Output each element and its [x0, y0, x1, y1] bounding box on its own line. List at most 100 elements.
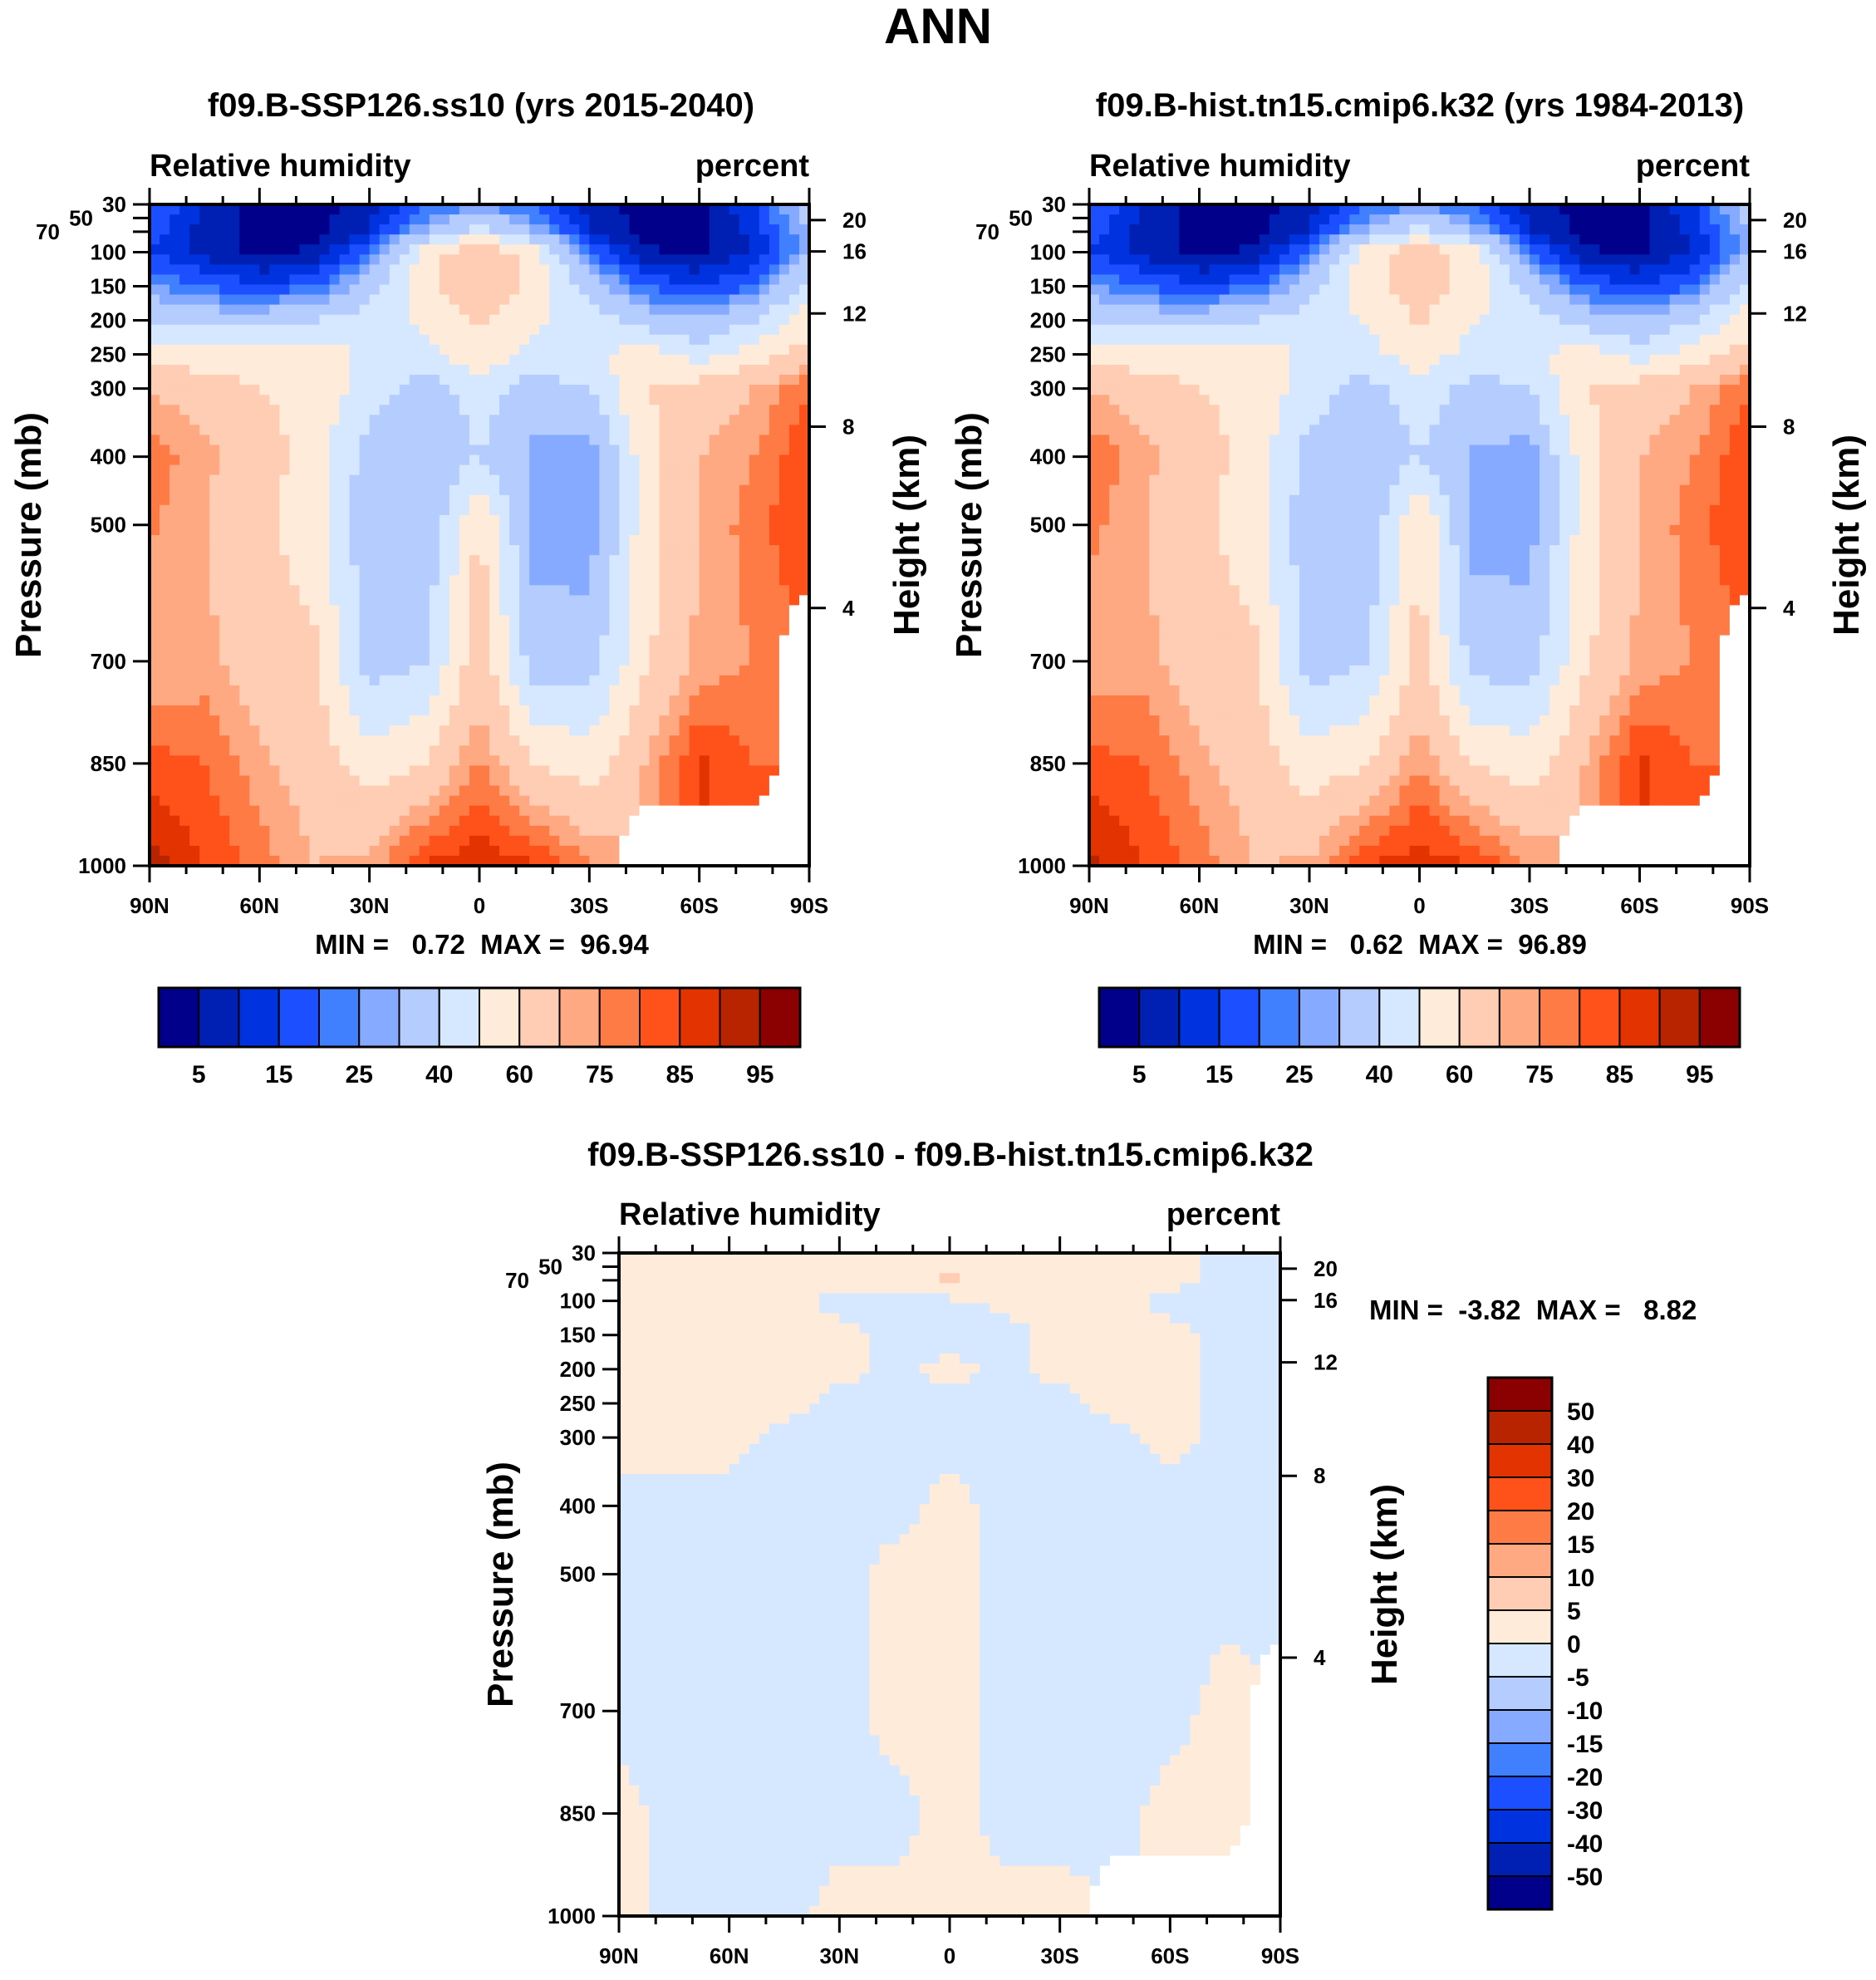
- contour-cell: [689, 294, 700, 306]
- contour-cell: [1429, 254, 1441, 265]
- contour-cell: [299, 735, 311, 746]
- contour-cell: [799, 494, 810, 506]
- contour-cell: [409, 695, 420, 706]
- contour-cell: [1729, 244, 1741, 255]
- contour-cell: [209, 575, 220, 586]
- contour-cell: [709, 254, 720, 265]
- contour-cell: [629, 425, 641, 435]
- contour-cell: [379, 284, 390, 296]
- contour-cell: [399, 214, 410, 225]
- contour-cell: [479, 705, 490, 716]
- contour-cell: [519, 645, 530, 656]
- contour-cell: [369, 375, 381, 386]
- contour-cell: [249, 565, 260, 576]
- contour-cell: [799, 385, 810, 396]
- contour-cell: [799, 755, 810, 766]
- contour-cell: [559, 274, 570, 286]
- contour-cell: [589, 735, 600, 746]
- contour-cell: [1479, 244, 1490, 255]
- contour-cell: [299, 645, 311, 656]
- contour-cell: [719, 775, 730, 787]
- contour-cell: [409, 725, 420, 736]
- contour-cell: [219, 294, 230, 306]
- contour-cell: [299, 314, 311, 326]
- contour-cell: [1129, 214, 1140, 225]
- contour-cell: [150, 765, 160, 777]
- contour-cell: [669, 224, 680, 235]
- contour-cell: [729, 675, 740, 686]
- contour-cell: [599, 535, 610, 546]
- contour-cell: [769, 514, 780, 526]
- contour-cell: [219, 755, 230, 766]
- contour-cell: [419, 474, 430, 486]
- contour-cell: [689, 815, 700, 827]
- contour-cell: [569, 415, 580, 425]
- contour-cell: [339, 425, 351, 435]
- contour-cell: [419, 324, 430, 336]
- contour-cell: [169, 425, 180, 435]
- contour-cell: [239, 805, 250, 817]
- contour-cell: [319, 294, 331, 306]
- contour-cell: [329, 254, 341, 265]
- contour-cell: [199, 514, 210, 526]
- contour-cell: [269, 274, 280, 286]
- contour-cell: [1109, 204, 1120, 215]
- contour-cell: [529, 224, 540, 235]
- contour-cell: [669, 765, 680, 777]
- contour-cell: [709, 435, 720, 446]
- contour-cell: [509, 655, 520, 666]
- contour-cell: [249, 825, 260, 837]
- contour-cell: [589, 264, 600, 276]
- contour-cell: [169, 274, 180, 286]
- contour-cell: [669, 625, 680, 636]
- contour-cell: [599, 425, 610, 435]
- contour-cell: [199, 625, 210, 636]
- contour-cell: [519, 474, 530, 486]
- contour-cell: [579, 224, 590, 235]
- contour-cell: [1159, 224, 1170, 235]
- contour-cell: [778, 395, 790, 405]
- contour-cell: [639, 845, 651, 857]
- contour-cell: [319, 625, 331, 636]
- contour-cell: [389, 805, 400, 817]
- contour-cell: [788, 825, 800, 837]
- contour-cell: [529, 705, 540, 716]
- contour-cell: [589, 304, 600, 316]
- contour-cell: [669, 725, 680, 736]
- contour-cell: [519, 274, 530, 286]
- contour-cell: [669, 274, 680, 286]
- contour-cell: [559, 755, 570, 766]
- contour-cell: [579, 845, 590, 857]
- contour-cell: [169, 685, 180, 696]
- contour-cell: [519, 685, 530, 696]
- contour-cell: [519, 464, 530, 476]
- contour-cell: [1239, 204, 1250, 215]
- contour-cell: [699, 545, 710, 556]
- contour-cell: [759, 504, 770, 516]
- contour-cell: [179, 334, 190, 346]
- contour-cell: [749, 514, 760, 526]
- contour-cell: [489, 585, 500, 596]
- contour-cell: [369, 855, 381, 867]
- contour-cell: [1649, 234, 1661, 245]
- contour-cell: [499, 655, 510, 666]
- contour-cell: [519, 494, 530, 506]
- contour-cell: [539, 615, 550, 626]
- contour-cell: [379, 535, 390, 546]
- contour-cell: [339, 675, 351, 686]
- contour-cell: [629, 274, 641, 286]
- contour-cell: [778, 524, 790, 536]
- contour-cell: [349, 785, 361, 797]
- contour-cell: [359, 234, 371, 245]
- contour-cell: [1349, 274, 1360, 286]
- contour-cell: [409, 254, 420, 265]
- contour-cell: [389, 855, 400, 867]
- contour-cell: [160, 715, 170, 726]
- contour-cell: [279, 765, 290, 777]
- contour-cell: [329, 645, 341, 656]
- contour-cell: [199, 425, 210, 435]
- contour-cell: [609, 805, 620, 817]
- contour-cell: [469, 635, 480, 646]
- contour-cell: [589, 615, 600, 626]
- contour-cell: [319, 464, 331, 476]
